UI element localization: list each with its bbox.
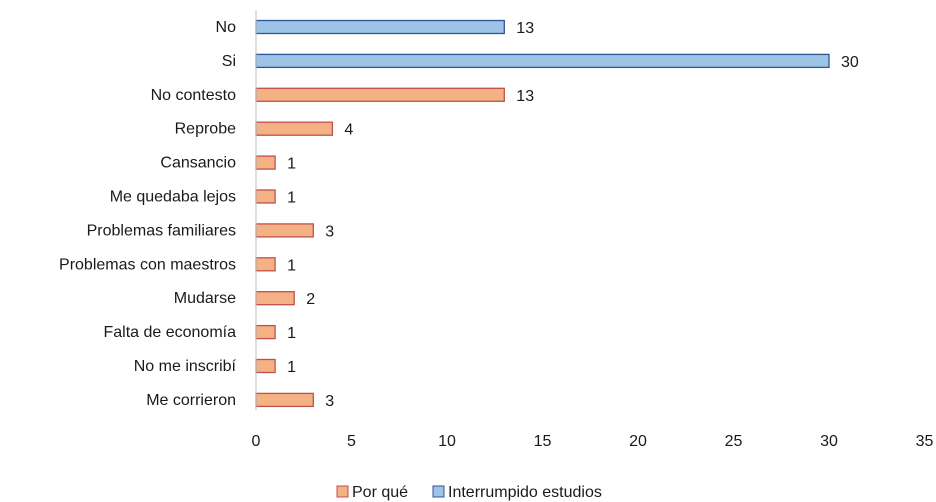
value-label-no-me-inscribi: 1 <box>287 359 296 376</box>
category-labels: No Si No contesto Reprobe Cansancio Me quedab… <box>59 19 237 409</box>
value-label-no: 13 <box>516 20 534 37</box>
category-label-me-quedaba-lejos: Me quedaba lejos <box>110 189 236 206</box>
bar-problemas-familiares <box>255 223 314 238</box>
value-label-si: 30 <box>841 54 859 71</box>
legend: Por qué Interrumpido estudios <box>336 484 602 501</box>
category-label-no-contesto: No contesto <box>151 87 236 104</box>
bar-falta-de-economia <box>255 324 276 340</box>
category-label-mudarse: Mudarse <box>174 290 236 307</box>
category-label-problemas-con-maestros: Problemas con maestros <box>59 256 236 273</box>
bar-me-quedaba-lejos <box>255 189 276 204</box>
value-label-problemas-familiares: 3 <box>325 223 334 240</box>
value-label-problemas-con-maestros: 1 <box>287 257 296 274</box>
category-label-reprobe: Reprobe <box>175 121 236 138</box>
x-axis-ticks: 0 5 10 15 20 25 30 35 <box>252 433 934 450</box>
bars-group <box>255 19 830 408</box>
category-label-falta-de-economia: Falta de economía <box>103 324 236 341</box>
x-tick-label-10: 10 <box>438 433 456 450</box>
value-label-reprobe: 4 <box>344 122 353 139</box>
bar-reprobe <box>255 121 334 136</box>
category-label-cansancio: Cansancio <box>160 155 236 172</box>
x-tick-label-35: 35 <box>916 433 934 450</box>
value-label-falta-de-economia: 1 <box>287 325 296 342</box>
legend-label-interrumpido-estudios: Interrumpido estudios <box>448 484 602 501</box>
x-tick-label-20: 20 <box>629 433 647 450</box>
bar-me-corrieron <box>255 392 314 408</box>
bar-mudarse <box>255 291 295 306</box>
value-label-no-contesto: 13 <box>516 88 534 105</box>
bar-cansancio <box>255 155 276 170</box>
bar-no <box>255 19 505 35</box>
category-label-no: No <box>216 19 237 36</box>
bar-problemas-con-maestros <box>255 257 276 272</box>
value-label-me-quedaba-lejos: 1 <box>287 190 296 207</box>
category-label-problemas-familiares: Problemas familiares <box>87 222 236 239</box>
bar-si <box>255 53 830 69</box>
x-tick-label-0: 0 <box>252 433 261 450</box>
legend-label-por-que: Por qué <box>352 484 408 501</box>
legend-swatch-por-que <box>336 485 349 498</box>
value-label-mudarse: 2 <box>306 291 315 308</box>
x-tick-label-5: 5 <box>347 433 356 450</box>
category-label-si: Si <box>222 53 236 70</box>
legend-swatch-interrumpido-estudios <box>432 485 445 498</box>
x-tick-label-30: 30 <box>820 433 838 450</box>
bar-no-contesto <box>255 87 505 102</box>
category-label-no-me-inscribi: No me inscribí <box>134 358 237 375</box>
value-label-me-corrieron: 3 <box>325 393 334 410</box>
x-tick-label-15: 15 <box>534 433 552 450</box>
x-tick-label-25: 25 <box>725 433 743 450</box>
bar-no-me-inscribi <box>255 358 276 374</box>
value-label-cansancio: 1 <box>287 156 296 173</box>
category-label-me-corrieron: Me corrieron <box>146 392 236 409</box>
